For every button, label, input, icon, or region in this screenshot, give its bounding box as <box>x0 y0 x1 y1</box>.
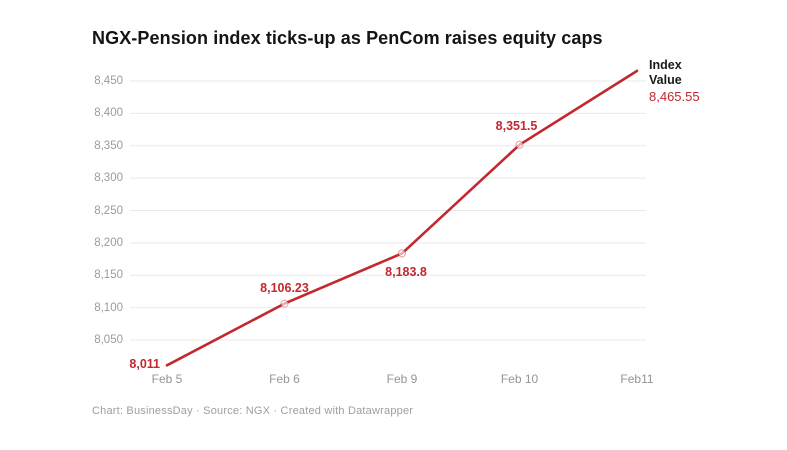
y-axis-tick-label: 8,400 <box>94 107 123 120</box>
y-axis-tick-label: 8,050 <box>94 334 123 346</box>
y-axis-tick-label: 8,300 <box>94 172 123 185</box>
x-axis-tick-label: Feb11 <box>620 372 654 386</box>
data-point-label: 8,011 <box>129 357 160 372</box>
last-point-annotation: Index Value 8,465.55 <box>649 58 700 104</box>
series-line <box>165 69 639 367</box>
annotation-label-line2: Value <box>649 73 682 87</box>
annotation-value: 8,465.55 <box>649 89 700 104</box>
x-axis-tick-label: Feb 9 <box>386 372 418 386</box>
data-point-label: 8,106.23 <box>260 280 309 295</box>
data-point-label: 8,351.5 <box>495 118 538 133</box>
y-axis-tick-label: 8,350 <box>94 139 123 152</box>
y-axis-tick-label: 8,100 <box>94 301 123 314</box>
x-axis-tick-label: Feb 5 <box>151 372 183 386</box>
y-axis-tick-label: 8,150 <box>94 269 123 282</box>
data-point-marker <box>398 249 406 258</box>
chart-title: NGX-Pension index ticks-up as PenCom rai… <box>92 28 603 48</box>
y-axis-tick-label: 8,200 <box>94 236 123 249</box>
data-point-label: 8,183.8 <box>385 265 427 280</box>
x-axis-tick-label: Feb 6 <box>269 372 300 386</box>
data-point-marker <box>515 140 524 149</box>
y-axis-tick-label: 8,450 <box>94 75 123 87</box>
data-point-marker <box>280 299 289 308</box>
annotation-label-line1: Index <box>649 58 682 72</box>
y-axis-tick-label: 8,250 <box>94 204 123 217</box>
footer-credits: Chart: BusinessDay · Source: NGX · Creat… <box>92 405 414 417</box>
x-axis-tick-label: Feb 10 <box>500 372 539 386</box>
